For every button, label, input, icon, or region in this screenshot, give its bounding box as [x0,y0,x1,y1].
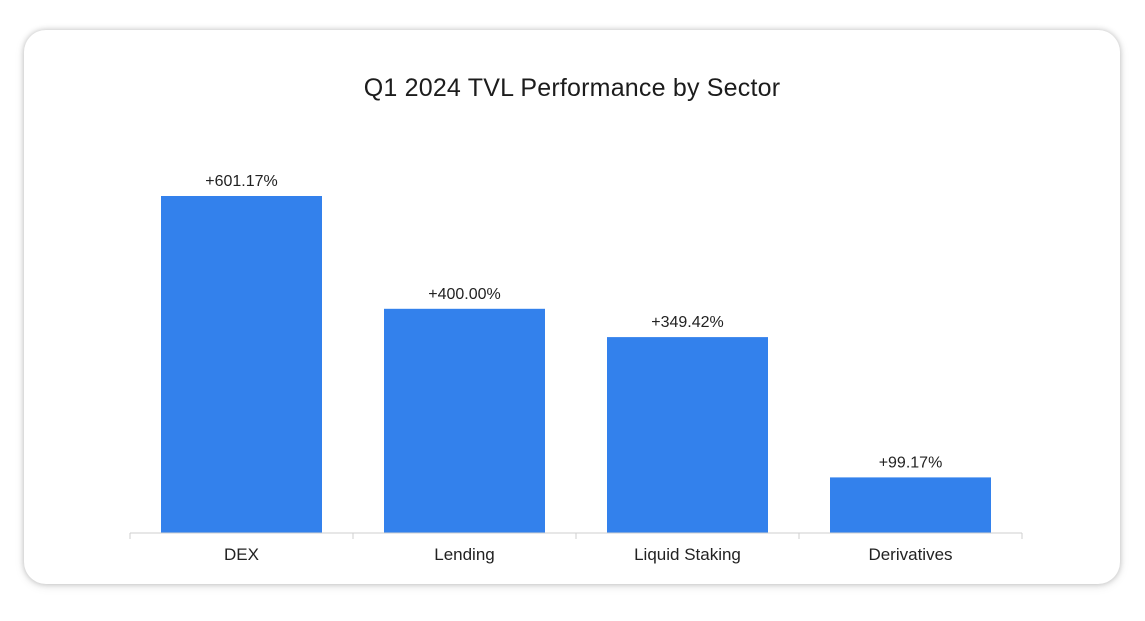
bar-chart: +601.17% DEX +400.00% Lending +349.42% Liquid… [129,173,1023,564]
bar-lending [384,308,545,533]
x-tick-label: Derivatives [868,545,952,564]
data-label: +99.17% [879,454,943,471]
labels-layer: +601.17% DEX +400.00% Lending +349.42% Liquid… [205,173,952,564]
bar-liquid-staking [607,337,768,533]
bar-dex [161,196,322,533]
x-tick-label: DEX [224,545,259,564]
bar-derivatives [830,477,991,533]
data-label: +349.42% [651,314,724,331]
data-label: +601.17% [205,173,278,190]
chart-card: Q1 2024 TVL Performance by Sector +601.1… [24,30,1120,584]
chart-title: Q1 2024 TVL Performance by Sector [363,74,781,102]
x-tick-label: Lending [434,545,495,564]
x-axis [129,532,1023,539]
x-tick-label: Liquid Staking [634,545,741,564]
bars-layer [161,196,991,533]
data-label: +400.00% [428,286,501,303]
